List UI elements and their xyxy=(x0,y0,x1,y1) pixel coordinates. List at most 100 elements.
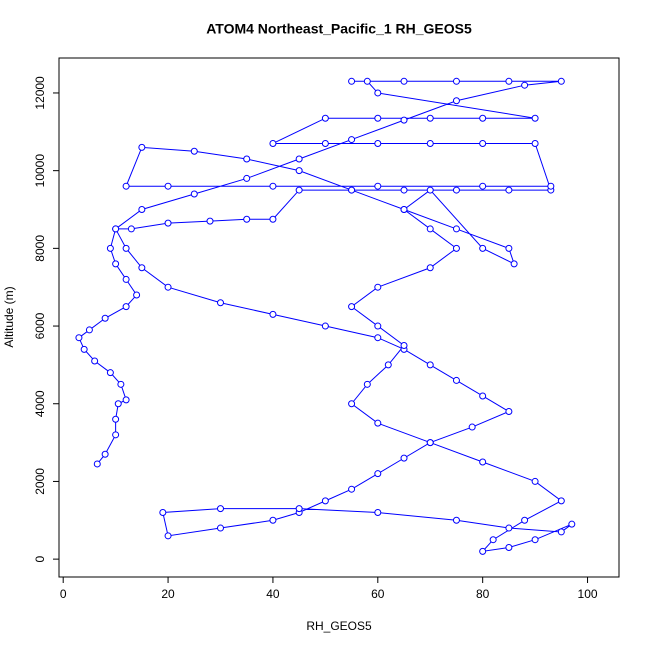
data-point xyxy=(400,116,408,124)
data-point xyxy=(479,547,487,555)
data-point xyxy=(426,264,434,272)
data-point xyxy=(400,341,408,349)
data-point xyxy=(374,470,382,478)
data-point xyxy=(295,167,303,175)
data-point xyxy=(321,322,329,330)
data-point xyxy=(510,260,518,268)
data-point xyxy=(112,431,120,439)
data-point xyxy=(269,139,277,147)
data-point xyxy=(122,182,130,190)
chart-title: ATOM4 Northeast_Pacific_1 RH_GEOS5 xyxy=(206,21,472,37)
data-point xyxy=(269,182,277,190)
data-point xyxy=(479,458,487,466)
data-point xyxy=(216,505,224,513)
data-point xyxy=(400,206,408,214)
data-point xyxy=(122,244,130,252)
data-point xyxy=(216,299,224,307)
data-point xyxy=(479,139,487,147)
data-point xyxy=(138,143,146,151)
data-point xyxy=(400,186,408,194)
data-point xyxy=(106,244,114,252)
data-point xyxy=(384,361,392,369)
x-tick-label: 80 xyxy=(476,587,490,601)
data-point xyxy=(426,186,434,194)
x-tick-label: 40 xyxy=(266,587,280,601)
data-point xyxy=(452,225,460,233)
y-tick-label: 8000 xyxy=(33,235,47,262)
y-tick-label: 12000 xyxy=(33,76,47,110)
data-point xyxy=(452,186,460,194)
data-point xyxy=(112,225,120,233)
data-point xyxy=(531,477,539,485)
data-point xyxy=(452,376,460,384)
data-point xyxy=(531,114,539,122)
data-point xyxy=(374,334,382,342)
data-point xyxy=(295,186,303,194)
data-point xyxy=(206,217,214,225)
data-point xyxy=(348,77,356,85)
data-point xyxy=(321,114,329,122)
data-point xyxy=(479,244,487,252)
data-point xyxy=(101,314,109,322)
data-point xyxy=(505,543,513,551)
data-point xyxy=(374,283,382,291)
data-point xyxy=(112,415,120,423)
data-point xyxy=(531,536,539,544)
data-point xyxy=(269,215,277,223)
data-point xyxy=(374,89,382,97)
data-point xyxy=(164,283,172,291)
data-point xyxy=(374,419,382,427)
data-point xyxy=(133,291,141,299)
x-axis-label: RH_GEOS5 xyxy=(306,619,372,633)
y-tick-label: 10000 xyxy=(33,154,47,188)
data-point xyxy=(521,81,529,89)
data-point xyxy=(400,77,408,85)
x-tick-label: 0 xyxy=(60,587,67,601)
data-point xyxy=(426,114,434,122)
data-point xyxy=(452,244,460,252)
data-point xyxy=(468,423,476,431)
data-point xyxy=(531,139,539,147)
data-point xyxy=(321,497,329,505)
y-tick-label: 6000 xyxy=(33,312,47,339)
data-point xyxy=(269,310,277,318)
data-point xyxy=(348,136,356,144)
y-tick-label: 4000 xyxy=(33,390,47,417)
data-point xyxy=(85,326,93,334)
data-point xyxy=(452,516,460,524)
data-point xyxy=(348,485,356,493)
data-point xyxy=(568,520,576,528)
data-point xyxy=(190,190,198,198)
data-point xyxy=(426,139,434,147)
data-point xyxy=(75,334,83,342)
data-point xyxy=(479,114,487,122)
data-point xyxy=(505,186,513,194)
data-point xyxy=(164,219,172,227)
data-point xyxy=(117,380,125,388)
x-tick-label: 60 xyxy=(371,587,385,601)
y-tick-label: 2000 xyxy=(33,468,47,495)
data-point xyxy=(164,182,172,190)
data-point xyxy=(101,450,109,458)
data-point xyxy=(505,524,513,532)
plot-frame xyxy=(58,57,620,578)
data-point xyxy=(127,225,135,233)
data-point xyxy=(112,260,120,268)
data-point xyxy=(164,532,172,540)
data-point xyxy=(363,77,371,85)
data-point xyxy=(505,77,513,85)
data-point xyxy=(374,139,382,147)
data-point xyxy=(557,77,565,85)
data-point xyxy=(138,264,146,272)
data-point xyxy=(426,361,434,369)
data-point xyxy=(243,155,251,163)
data-point xyxy=(321,139,329,147)
x-tick-label: 100 xyxy=(578,587,598,601)
data-point xyxy=(348,303,356,311)
data-point xyxy=(106,369,114,377)
data-point xyxy=(426,439,434,447)
data-point xyxy=(269,516,277,524)
data-point xyxy=(557,528,565,536)
data-point xyxy=(138,206,146,214)
